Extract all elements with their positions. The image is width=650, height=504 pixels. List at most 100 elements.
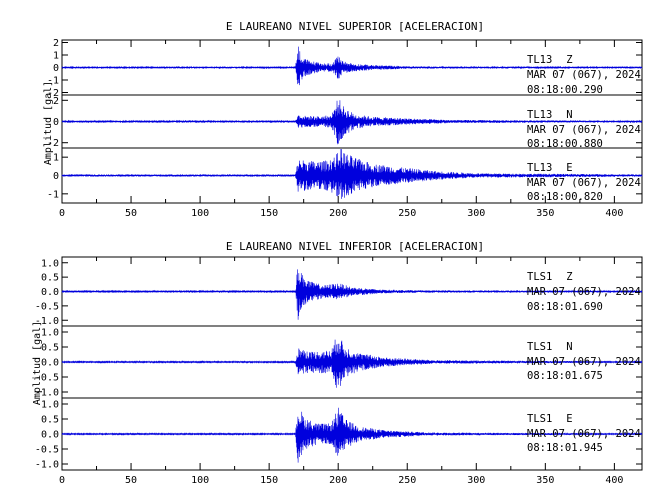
record-date: MAR 07 (067), 2024 xyxy=(527,286,641,298)
waveform-trace xyxy=(61,100,643,145)
y-tick-label: -2 xyxy=(47,138,59,149)
station-code: TL13 xyxy=(527,109,552,121)
y-tick-label: -1 xyxy=(47,189,59,200)
y-tick-label: 0.0 xyxy=(41,287,59,298)
waveform-trace xyxy=(61,148,643,199)
y-tick-label: 0 xyxy=(53,63,59,74)
x-tick-label: 250 xyxy=(398,208,416,219)
waveform-trace xyxy=(61,339,643,388)
component-code: E xyxy=(566,162,572,174)
x-tick-label: 350 xyxy=(536,208,554,219)
station-code: TLS1 xyxy=(527,341,552,353)
trace-annotation: TLS1 N MAR 07 (067), 2024 08:18:01.675 xyxy=(527,341,641,382)
x-tick-label: 100 xyxy=(191,208,209,219)
panel-tl13-z: 2 10 -1-2 TL13 Z MAR 07 (067), 2024 08:18:0… xyxy=(47,38,643,99)
panel-tl13-n: 2 0 -2 TL13 N MAR 07 (067), 2024 08:18:00.8… xyxy=(47,94,643,150)
waveform-trace xyxy=(61,269,643,320)
record-time: 08:18:00.880 xyxy=(527,138,603,150)
y-tick-label: 1.0 xyxy=(41,400,59,411)
component-code: N xyxy=(566,341,572,353)
x-tick-label: 400 xyxy=(605,208,623,219)
y-tick-label: 0.5 xyxy=(41,343,59,354)
trace-annotation: TL13 N MAR 07 (067), 2024 08:18:00.880 xyxy=(527,109,641,150)
record-date: MAR 07 (067), 2024 xyxy=(527,124,641,136)
y-axis-label-superior: Amplitud [gal] xyxy=(43,81,54,165)
y-tick-label: -1.0 xyxy=(35,460,59,471)
station-label: TL13 Z xyxy=(527,54,573,66)
x-tick-label: 300 xyxy=(467,208,485,219)
y-tick-label: 0 xyxy=(53,171,59,182)
waveform-trace xyxy=(61,407,643,463)
station-code: TL13 xyxy=(527,162,552,174)
y-tick-label: 1.0 xyxy=(41,258,59,269)
y-tick-label: 0.0 xyxy=(41,430,59,441)
panel-tl13-e: 1 0 -1 TL13 E MAR 07 (067), 2024 08:18:00.8… xyxy=(47,147,643,204)
y-tick-label: 0 xyxy=(53,117,59,128)
panel-tls1-z: 1.0 0.5 0.0 -0.5 -1.0 TLS1 Z MAR 07 (067), 20… xyxy=(35,256,643,327)
y-tick-label: 2 xyxy=(53,38,59,49)
station-code: TLS1 xyxy=(527,413,552,425)
plot-superior: E LAUREANO NIVEL SUPERIOR [ACELERACION] … xyxy=(43,20,643,219)
y-tick-label: -1.0 xyxy=(35,388,59,399)
record-time: 08:18:01.945 xyxy=(527,442,603,454)
y-tick-label: 1 xyxy=(53,51,59,62)
x-tick-label: 150 xyxy=(260,475,278,486)
plot-title-superior: E LAUREANO NIVEL SUPERIOR [ACELERACION] xyxy=(226,20,484,33)
x-tick-label: 0 xyxy=(59,208,65,219)
x-tick-label: 150 xyxy=(260,208,278,219)
x-tick-label: 350 xyxy=(536,475,554,486)
x-tick-label: 200 xyxy=(329,208,347,219)
component-code: E xyxy=(566,413,572,425)
y-tick-label: 2 xyxy=(53,96,59,107)
y-tick-label: 0.5 xyxy=(41,415,59,426)
x-tick-label: 250 xyxy=(398,475,416,486)
x-tick-label: 50 xyxy=(125,208,137,219)
record-time: 08:18:01.675 xyxy=(527,370,603,382)
record-date: MAR 07 (067), 2024 xyxy=(527,69,641,81)
record-date: MAR 07 (067), 2024 xyxy=(527,177,641,189)
station-code: TL13 xyxy=(527,54,552,66)
station-code: TLS1 xyxy=(527,271,552,283)
y-tick-label: 0.5 xyxy=(41,273,59,284)
x-axis-superior: 0 50 100 150 200 250 300 350 400 xyxy=(59,40,623,219)
y-tick-label: -0.5 xyxy=(35,373,59,384)
x-tick-label: 0 xyxy=(59,475,65,486)
y-axis-label-inferior: Amplitud [gal] xyxy=(32,321,43,405)
y-tick-label: -1.0 xyxy=(35,316,59,327)
y-tick-label: 1.0 xyxy=(41,328,59,339)
record-time: 08:18:00.290 xyxy=(527,84,603,96)
x-tick-label: 400 xyxy=(605,475,623,486)
station-label: TL13 E xyxy=(527,162,573,174)
y-tick-label: 0.0 xyxy=(41,358,59,369)
component-code: N xyxy=(566,109,572,121)
trace-annotation: TL13 Z MAR 07 (067), 2024 08:18:00.290 xyxy=(527,54,641,96)
x-tick-label: 50 xyxy=(125,475,137,486)
component-code: Z xyxy=(566,54,572,66)
y-tick-label: 1 xyxy=(53,153,59,164)
component-code: Z xyxy=(566,271,572,283)
plot-title-inferior: E LAUREANO NIVEL INFERIOR [ACELERACION] xyxy=(226,240,484,253)
record-time: 08:18:00.820 xyxy=(527,191,603,203)
y-tick-label: -2 xyxy=(47,88,59,99)
record-date: MAR 07 (067), 2024 xyxy=(527,428,641,440)
y-ticks: 1.0 0.5 0.0 -0.5 -1.0 xyxy=(35,400,642,471)
y-ticks: 1.0 0.5 0.0 -0.5 -1.0 xyxy=(35,258,642,327)
trace-annotation: TL13 E MAR 07 (067), 2024 08:18:00.820 xyxy=(527,162,641,203)
trace-annotation: TLS1 E MAR 07 (067), 2024 08:18:01.945 xyxy=(527,413,641,454)
y-tick-label: -1 xyxy=(47,76,59,87)
record-date: MAR 07 (067), 2024 xyxy=(527,356,641,368)
x-tick-label: 300 xyxy=(467,475,485,486)
y-tick-label: -0.5 xyxy=(35,301,59,312)
y-ticks: 2 10 -1-2 xyxy=(47,38,642,99)
station-label: TL13 N xyxy=(527,109,573,121)
plot-inferior: E LAUREANO NIVEL INFERIOR [ACELERACION] … xyxy=(32,240,643,486)
waveform-trace xyxy=(61,46,643,86)
x-tick-label: 200 xyxy=(329,475,347,486)
station-label: TLS1 N xyxy=(527,341,573,353)
y-tick-label: -0.5 xyxy=(35,445,59,456)
x-axis-inferior: 0 50 100 150 200 250 300 350 400 xyxy=(59,257,623,486)
trace-annotation: TLS1 Z MAR 07 (067), 2024 08:18:01.690 xyxy=(527,271,641,313)
panel-tls1-n: 1.0 0.5 0.0 -0.5 -1.0 TLS1 N MAR 07 (067), 20… xyxy=(35,325,643,399)
